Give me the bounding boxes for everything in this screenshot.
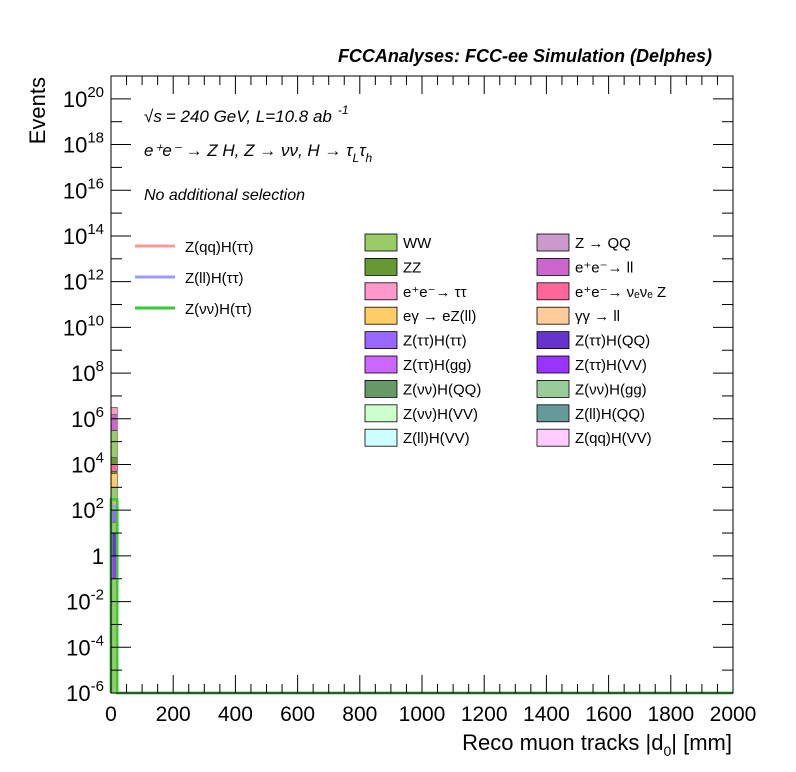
- selection-annotation: No additional selection: [144, 187, 305, 204]
- process-sub-l: L: [353, 151, 360, 165]
- process-sub-h: h: [366, 151, 373, 165]
- legend-box-swatch: [536, 404, 570, 423]
- svg-text:√s= 240 GeV, L=10.8 ab-1: √s = 240 GeV, L=10.8 ab -1: [144, 103, 349, 126]
- legend-box-swatch: [536, 282, 570, 301]
- legend-box-label: e⁺e⁻→ ll: [575, 259, 633, 276]
- x-tick-label: 1000: [399, 703, 446, 726]
- legend-box-label: Z(ττ)H(QQ): [575, 333, 650, 350]
- legend-box-swatch: [536, 306, 570, 325]
- energy-annotation: √s = 240 GeV, L=10.8 ab -1: [144, 103, 349, 126]
- legend-line-label: Z(νν)H(ττ): [185, 301, 252, 318]
- y-tick-label: 1012: [63, 267, 104, 295]
- energy-lumi-text: = 240 GeV, L=10.8 ab: [166, 107, 332, 126]
- y-tick-label: 1014: [63, 221, 104, 249]
- y-tick-label: 1: [92, 544, 104, 569]
- legend-box-label: ZZ: [403, 259, 421, 276]
- y-tick-label: 102: [71, 495, 104, 523]
- legend-box-label: Z(νν)H(gg): [575, 381, 647, 398]
- legend-box-label: Z(ττ)H(VV): [575, 357, 647, 374]
- legend-line-label: Z(qq)H(ττ): [185, 239, 254, 256]
- x-tick-label: 800: [342, 703, 377, 726]
- svg-text:e⁺e⁻ → Z H, Z → νν, H → τLτh: e⁺e⁻ → Z H, Z → νν, H → τLτh: [144, 141, 373, 165]
- bar-0-2: [110, 407, 118, 415]
- x-tick-label: 400: [218, 703, 253, 726]
- y-tick-label: 1018: [63, 130, 104, 158]
- sqrt-s: √s: [144, 107, 162, 126]
- signal-line-0-0: [109, 502, 733, 695]
- x-tick-label: 1400: [523, 703, 570, 726]
- legend-box-label: γγ → ll: [575, 308, 620, 325]
- legend-signal: Z(qq)H(ττ) Z(ll)H(ττ) Z(νν)H(ττ): [135, 239, 254, 318]
- y-tick-label: 10-2: [66, 587, 104, 615]
- legend-box-swatch: [364, 428, 398, 447]
- bar-0-1: [110, 414, 118, 431]
- chart-title: FCCAnalyses: FCC-ee Simulation (Delphes): [338, 46, 712, 66]
- legend-line-label: Z(ll)H(ττ): [185, 270, 244, 287]
- y-tick-label: 1020: [63, 84, 104, 112]
- legend-box-label: Z(ττ)H(ττ): [403, 333, 467, 350]
- y-axis-label: Events: [25, 77, 50, 144]
- process-annotation: e⁺e⁻ → Z H, Z → νν, H → τLτh: [144, 141, 373, 165]
- legend-box-swatch: [536, 428, 570, 447]
- x-tick-label: 1600: [585, 703, 632, 726]
- x-axis-label: Reco muon tracks |d0| [mm]: [462, 730, 732, 759]
- legend-box-label: e⁺e⁻→ ττ: [403, 284, 467, 301]
- legend-box-swatch: [536, 331, 570, 350]
- legend-backgrounds: WW Z → QQ ZZ e⁺e⁻→ ll e⁺e⁻→ ττ e⁺e⁻→ νₑνₑ Z eγ…: [364, 233, 666, 447]
- legend-box-swatch: [364, 233, 398, 252]
- process-text: e⁺e⁻ → Z H, Z → νν, H → τ: [144, 141, 354, 160]
- legend-box-swatch: [364, 331, 398, 350]
- legend-box-swatch: [364, 257, 398, 276]
- x-tick-label: 200: [156, 703, 191, 726]
- y-tick-label: 1016: [63, 175, 104, 203]
- legend-box-label: Z(ττ)H(gg): [403, 357, 472, 374]
- legend-box-label: Z(ll)H(VV): [403, 430, 470, 447]
- legend-box-swatch: [364, 282, 398, 301]
- y-tick-label: 108: [71, 358, 104, 386]
- signal-line-1-0: [109, 504, 733, 695]
- legend-box-swatch: [364, 306, 398, 325]
- x-tick-label: 0: [105, 703, 117, 726]
- legend-box-label: Z(ll)H(QQ): [575, 406, 645, 423]
- legend-box-label: Z(νν)H(QQ): [403, 381, 481, 398]
- y-tick-label: 106: [71, 404, 104, 432]
- y-tick-label: 1010: [63, 312, 104, 340]
- signal-line-2-0: [109, 498, 733, 695]
- legend-box-label: Z → QQ: [575, 235, 631, 252]
- legend-box-swatch: [364, 355, 398, 374]
- lumi-exponent: -1: [338, 103, 349, 117]
- legend-box-swatch: [364, 379, 398, 398]
- bar-0-5: [110, 464, 118, 472]
- legend-box-label: Z(qq)H(VV): [575, 430, 652, 447]
- legend-box-label: e⁺e⁻→ νₑνₑ Z: [575, 284, 666, 301]
- x-tick-label: 2000: [710, 703, 757, 726]
- legend-box-label: WW: [403, 235, 432, 252]
- y-tick-label: 10-6: [66, 678, 104, 706]
- legend-box-label: Z(νν)H(VV): [403, 406, 478, 423]
- legend-box-swatch: [364, 404, 398, 423]
- y-tick-label: 104: [71, 449, 104, 477]
- bar-0-4: [110, 473, 118, 488]
- process-tau: τ: [359, 141, 367, 160]
- legend-box-swatch: [536, 233, 570, 252]
- x-tick-label: 1200: [461, 703, 508, 726]
- legend-box-swatch: [536, 257, 570, 276]
- legend-box-swatch: [536, 379, 570, 398]
- x-tick-label: 600: [280, 703, 315, 726]
- legend-box-swatch: [536, 355, 570, 374]
- y-tick-label: 10-4: [66, 632, 104, 660]
- legend-box-label: eγ → eZ(ll): [403, 308, 476, 325]
- x-tick-label: 1800: [647, 703, 694, 726]
